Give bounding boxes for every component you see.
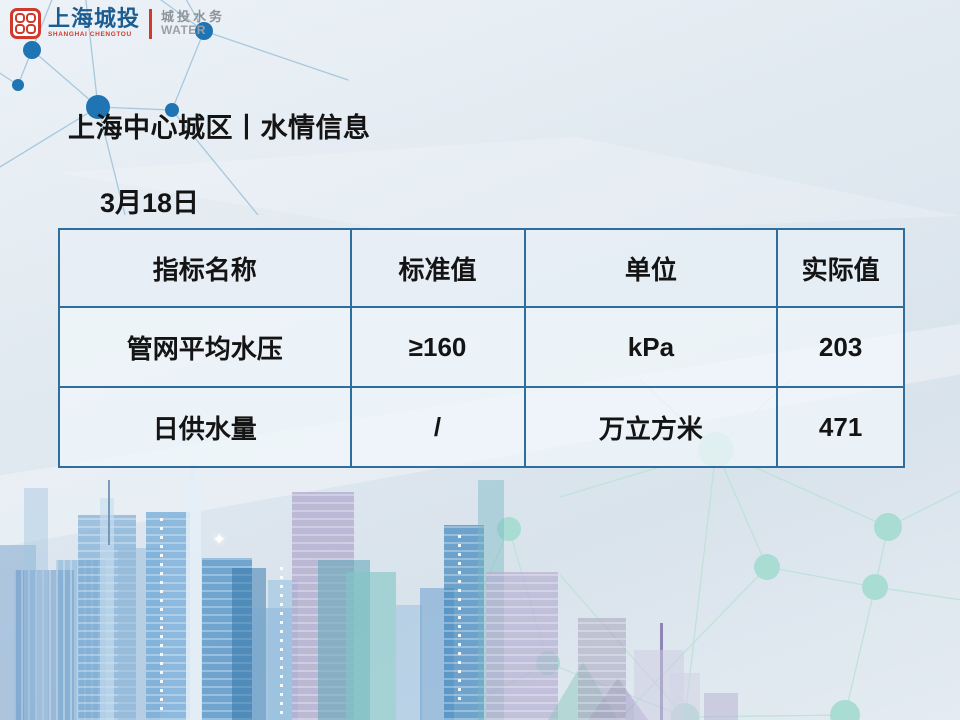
window-lights (160, 515, 163, 710)
cell-indicator: 日供水量 (58, 386, 352, 468)
water-info-table: 指标名称 标准值 单位 实际值 管网平均水压 ≥160 kPa 203 日供水量… (58, 228, 905, 468)
building (56, 560, 106, 720)
brand-logo: 上海城投 SHANGHAI CHENGTOU 城投水务 WATER (10, 8, 225, 39)
building (100, 498, 114, 720)
city-skyline: ✦ (0, 458, 960, 720)
building (292, 492, 354, 720)
window-lights (280, 564, 283, 714)
low-poly-hill (548, 662, 618, 720)
header-standard-value: 标准值 (349, 228, 526, 308)
building (670, 673, 700, 720)
building (268, 580, 298, 720)
building (252, 608, 292, 720)
cell-standard: ≥160 (349, 306, 526, 388)
building (24, 488, 48, 720)
table-row: 日供水量 / 万立方米 471 (58, 386, 905, 468)
chengtou-logo-icon (10, 8, 41, 39)
brand-name-en: SHANGHAI CHENGTOU (48, 31, 132, 39)
building (232, 568, 266, 720)
building (420, 588, 454, 720)
date-label: 3月18日 (100, 188, 200, 218)
building (634, 650, 684, 720)
brand-names: 上海城投 SHANGHAI CHENGTOU (48, 8, 140, 39)
building (186, 482, 201, 720)
division-names: 城投水务 WATER (161, 8, 226, 38)
antenna (108, 480, 110, 545)
building (346, 572, 396, 720)
building (478, 480, 504, 720)
division-name-en: WATER (161, 23, 206, 38)
building (444, 525, 484, 720)
window-lights (458, 530, 461, 700)
brand-name-zh: 上海城投 (48, 6, 141, 32)
header-indicator-name: 指标名称 (58, 228, 352, 308)
cell-actual: 203 (776, 306, 905, 388)
building (396, 605, 422, 720)
division-name-zh: 城投水务 (161, 8, 226, 24)
cell-actual: 471 (776, 386, 905, 468)
page-title: 上海中心城区丨水情信息 (68, 113, 371, 143)
building (578, 618, 626, 720)
cell-unit: 万立方米 (523, 386, 779, 468)
building (202, 558, 252, 720)
building (0, 545, 36, 720)
header-unit: 单位 (523, 228, 779, 308)
cell-indicator: 管网平均水压 (58, 306, 352, 388)
table-header-row: 指标名称 标准值 单位 实际值 (58, 228, 905, 308)
low-poly-hill (588, 678, 648, 720)
building (14, 570, 74, 720)
building (118, 548, 160, 720)
antenna (660, 623, 663, 720)
cell-unit: kPa (523, 306, 779, 388)
building (78, 515, 136, 720)
table-row: 管网平均水压 ≥160 kPa 203 (58, 306, 905, 388)
logo-divider (149, 8, 153, 39)
building (486, 572, 558, 720)
cell-standard: / (349, 386, 526, 468)
building (704, 693, 738, 720)
header-actual-value: 实际值 (776, 228, 905, 308)
building (318, 560, 370, 720)
sparkle: ✦ (212, 530, 227, 549)
building (146, 512, 190, 720)
